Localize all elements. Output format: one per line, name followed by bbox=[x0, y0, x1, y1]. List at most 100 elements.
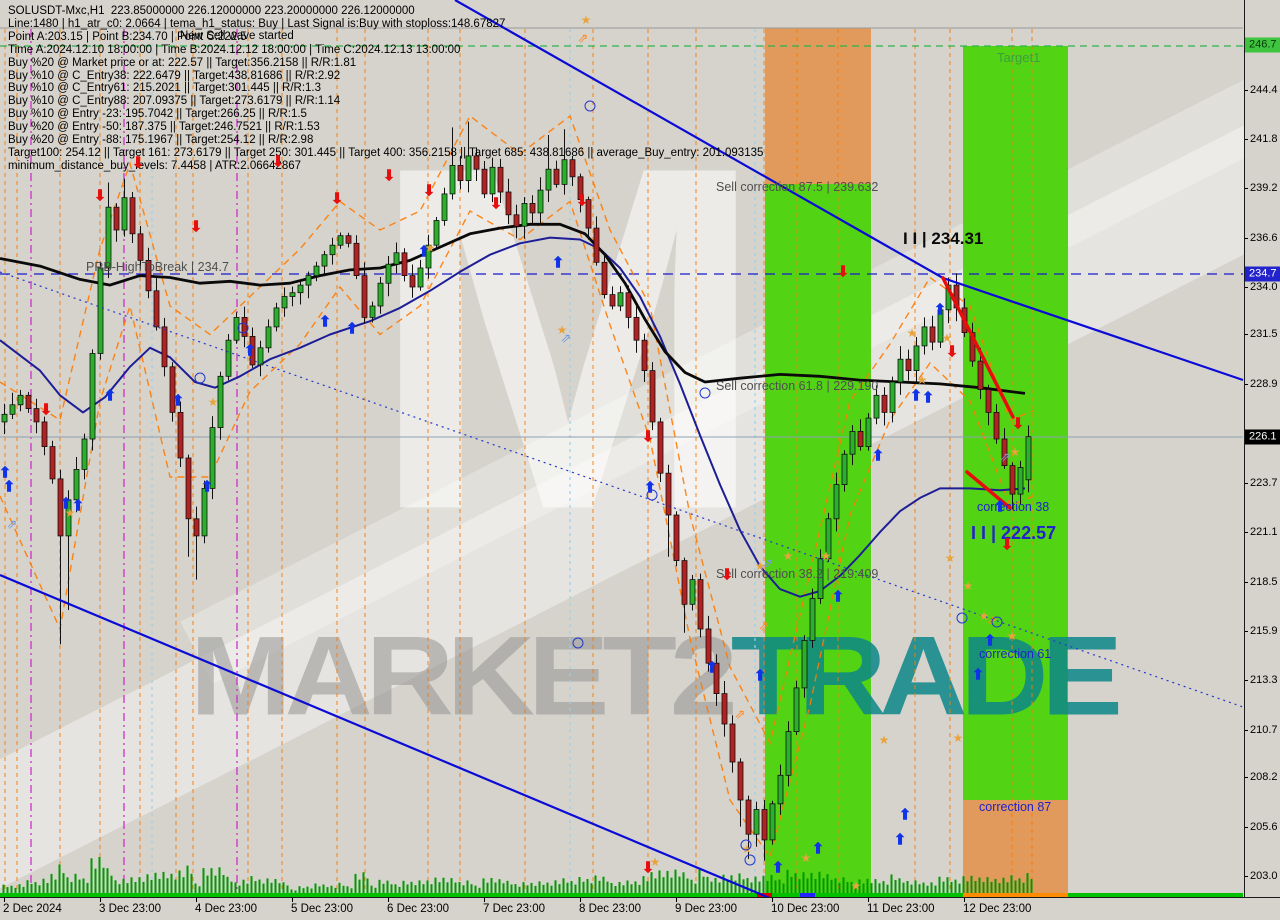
volume-bar bbox=[510, 884, 513, 893]
price-axis-tick bbox=[1245, 582, 1248, 583]
volume-bar bbox=[598, 880, 601, 893]
volume-bar bbox=[214, 875, 217, 893]
volume-bar bbox=[938, 876, 941, 893]
volume-bar bbox=[554, 880, 557, 893]
candle-body-down bbox=[249, 335, 256, 366]
time-axis-tick bbox=[292, 898, 293, 902]
volume-bar bbox=[126, 883, 129, 893]
volume-bar bbox=[90, 858, 93, 893]
volume-bar bbox=[70, 882, 73, 893]
volume-bar bbox=[1030, 879, 1033, 893]
candle-body-up bbox=[817, 558, 824, 600]
volume-bar bbox=[426, 880, 429, 893]
candle-body-down bbox=[577, 176, 584, 201]
volume-bar bbox=[286, 885, 289, 893]
candle-body-up bbox=[1017, 467, 1024, 495]
volume-bar bbox=[170, 873, 173, 893]
volume-bar bbox=[914, 880, 917, 893]
candle-body-up bbox=[425, 244, 432, 269]
time-axis-label: 9 Dec 23:00 bbox=[675, 903, 738, 915]
volume-bar bbox=[458, 882, 461, 893]
volume-bar bbox=[710, 881, 713, 893]
volume-bar bbox=[334, 887, 337, 893]
price-badge: 226.1 bbox=[1245, 429, 1280, 445]
volume-bar bbox=[690, 879, 693, 893]
volume-bar bbox=[686, 878, 689, 893]
envelope-upper-line bbox=[0, 114, 1035, 745]
candle-body-down bbox=[137, 233, 144, 261]
time-axis-label: 7 Dec 23:00 bbox=[483, 903, 546, 915]
volume-bar bbox=[650, 872, 653, 893]
volume-bar bbox=[434, 877, 437, 893]
volume-bar bbox=[862, 883, 865, 893]
volume-bar bbox=[566, 882, 569, 893]
candle-body-up bbox=[281, 296, 288, 309]
volume-bar bbox=[1018, 878, 1021, 893]
candle-body-up bbox=[321, 254, 328, 267]
price-axis-label: 223.7 bbox=[1250, 477, 1278, 489]
time-axis-label: 11 Dec 23:00 bbox=[867, 903, 935, 915]
volume-bar bbox=[974, 881, 977, 893]
volume-bar bbox=[506, 880, 509, 893]
volume-bar bbox=[138, 877, 141, 893]
price-axis-label: 213.3 bbox=[1250, 674, 1278, 686]
volume-bar bbox=[222, 875, 225, 893]
candle-body-down bbox=[473, 155, 480, 170]
signal-strip-segment bbox=[772, 893, 800, 897]
volume-bar bbox=[86, 882, 89, 893]
volume-bar bbox=[950, 881, 953, 893]
volume-bar bbox=[814, 878, 817, 893]
candle-body-down bbox=[977, 360, 984, 391]
volume-bar bbox=[146, 874, 149, 893]
price-axis-tick bbox=[1245, 631, 1248, 632]
volume-bar bbox=[994, 878, 997, 893]
volume-bar bbox=[518, 886, 521, 893]
volume-bar bbox=[354, 873, 357, 893]
volume-bar bbox=[618, 882, 621, 893]
volume-bar bbox=[306, 886, 309, 893]
volume-bar bbox=[906, 881, 909, 893]
volume-bar bbox=[990, 881, 993, 893]
volume-bar bbox=[482, 878, 485, 893]
volume-bar bbox=[226, 876, 229, 893]
volume-bar bbox=[110, 875, 113, 893]
candle-body-up bbox=[465, 155, 472, 181]
volume-bar bbox=[94, 868, 97, 893]
candle-body-down bbox=[361, 275, 368, 318]
candle-body-up bbox=[537, 189, 544, 214]
price-axis-label: 218.5 bbox=[1250, 576, 1278, 588]
candle-body-up bbox=[769, 803, 776, 841]
candle-body-down bbox=[1001, 438, 1008, 467]
price-axis-tick bbox=[1245, 188, 1248, 189]
volume-bar bbox=[390, 884, 393, 893]
candle-body-down bbox=[601, 261, 608, 295]
candle-body-up bbox=[217, 375, 224, 428]
volume-bar bbox=[166, 878, 169, 893]
volume-bar bbox=[486, 882, 489, 893]
volume-bar bbox=[590, 883, 593, 893]
volume-bar bbox=[578, 877, 581, 893]
volume-bar bbox=[46, 883, 49, 893]
price-axis[interactable]: 244.4 241.8 239.2 236.6 234.0 231.5 228.9 223.7… bbox=[1244, 0, 1280, 897]
volume-bar bbox=[502, 883, 505, 893]
volume-bar bbox=[834, 878, 837, 893]
volume-bar bbox=[258, 879, 261, 893]
candle-body-down bbox=[241, 316, 248, 337]
volume-bar bbox=[298, 886, 301, 893]
time-axis[interactable]: 2 Dec 2024 3 Dec 23:00 4 Dec 23:00 5 Dec 23… bbox=[0, 897, 1280, 920]
volume-bar bbox=[230, 881, 233, 893]
candle-body-up bbox=[825, 518, 832, 560]
volume-bar bbox=[38, 885, 41, 893]
volume-bar bbox=[718, 882, 721, 893]
volume-bar bbox=[274, 879, 277, 893]
time-axis-tick bbox=[100, 898, 101, 902]
time-axis-label: 12 Dec 23:00 bbox=[963, 903, 1032, 915]
volume-bar bbox=[858, 879, 861, 893]
volume-bar bbox=[774, 880, 777, 893]
volume-bar bbox=[1002, 877, 1005, 893]
candle-body-down bbox=[697, 579, 704, 630]
candle-body-up bbox=[209, 427, 216, 489]
volume-bar bbox=[402, 880, 405, 893]
volume-bar bbox=[642, 876, 645, 893]
